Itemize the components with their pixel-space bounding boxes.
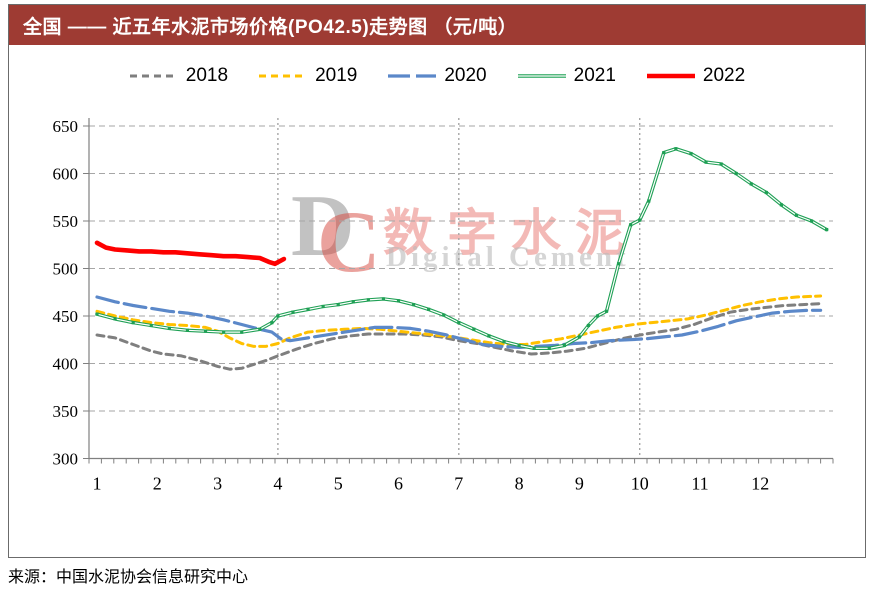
svg-text:8: 8 xyxy=(515,474,524,494)
svg-text:5: 5 xyxy=(334,474,343,494)
chart-frame: 全国 —— 近五年水泥市场价格(PO42.5)走势图 （元/吨） 2018 20… xyxy=(8,4,866,558)
svg-text:600: 600 xyxy=(53,165,79,184)
svg-text:400: 400 xyxy=(53,355,79,374)
svg-text:350: 350 xyxy=(53,402,79,421)
svg-text:7: 7 xyxy=(454,474,463,494)
legend-item-2019: 2019 xyxy=(258,65,357,87)
source-caption: 来源：中国水泥协会信息研究中心 xyxy=(8,569,249,586)
svg-text:10: 10 xyxy=(631,474,649,494)
legend-item-2021: 2021 xyxy=(517,65,616,87)
legend-sample-0 xyxy=(129,70,179,82)
legend-label: 2018 xyxy=(185,65,229,86)
svg-text:9: 9 xyxy=(575,474,584,494)
svg-text:450: 450 xyxy=(53,307,79,326)
legend-label: 2019 xyxy=(315,65,358,86)
legend-item-2020: 2020 xyxy=(387,65,487,87)
svg-text:11: 11 xyxy=(691,474,708,494)
chart-title-bar: 全国 —— 近五年水泥市场价格(PO42.5)走势图 （元/吨） xyxy=(9,5,865,45)
legend-label: 2021 xyxy=(573,65,616,86)
svg-text:650: 650 xyxy=(53,117,79,136)
svg-text:4: 4 xyxy=(273,474,282,494)
chart-legend: 2018 2019 2020 2021 2022 xyxy=(9,65,865,87)
svg-text:500: 500 xyxy=(53,260,79,279)
svg-text:12: 12 xyxy=(751,474,769,494)
legend-item-2018: 2018 xyxy=(129,65,228,87)
legend-item-2022: 2022 xyxy=(646,65,745,87)
svg-text:6: 6 xyxy=(394,474,403,494)
legend-label: 2022 xyxy=(702,65,746,86)
chart-title: 全国 —— 近五年水泥市场价格(PO42.5)走势图 （元/吨） xyxy=(23,16,518,38)
legend-sample-3 xyxy=(517,70,567,82)
legend-sample-1 xyxy=(258,70,308,82)
legend-sample-2 xyxy=(387,70,437,82)
svg-text:300: 300 xyxy=(53,450,79,469)
legend-sample-4 xyxy=(646,70,696,82)
svg-text:2: 2 xyxy=(153,474,162,494)
svg-text:3: 3 xyxy=(213,474,222,494)
legend-label: 2020 xyxy=(444,65,487,86)
svg-text:550: 550 xyxy=(53,212,79,231)
svg-text:1: 1 xyxy=(93,474,102,494)
